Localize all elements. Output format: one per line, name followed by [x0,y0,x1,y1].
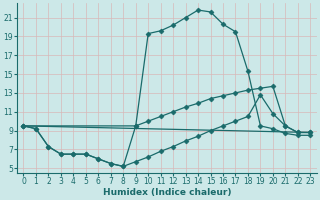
X-axis label: Humidex (Indice chaleur): Humidex (Indice chaleur) [103,188,231,197]
